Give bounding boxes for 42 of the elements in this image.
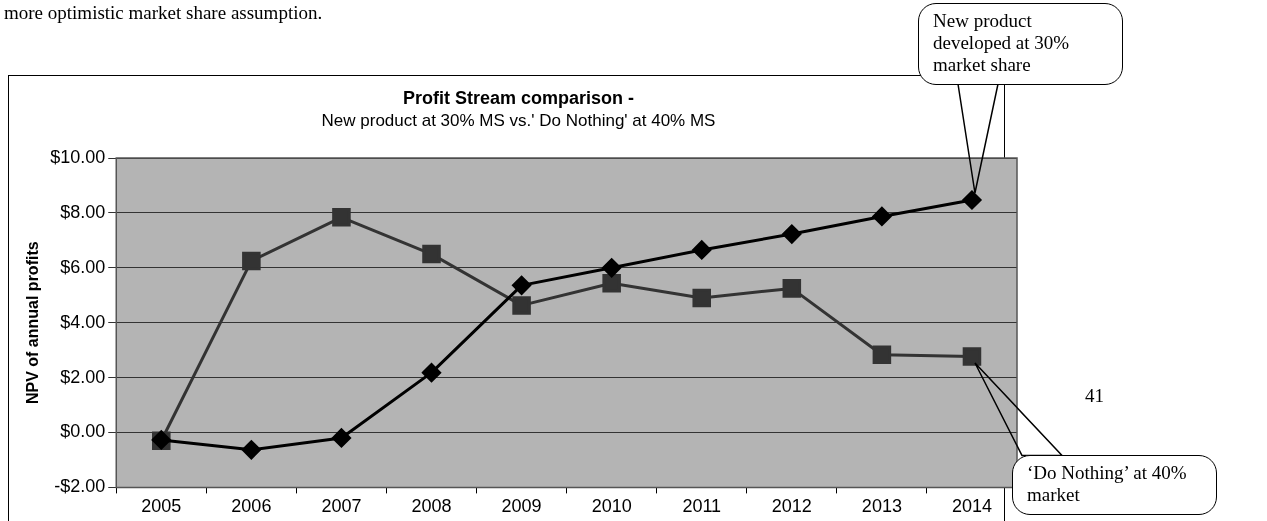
point: [872, 206, 892, 226]
chart-subtitle: New product at 30% MS vs.' Do Nothing' at 40% MS: [321, 111, 716, 131]
x-tick-label: 2005: [141, 496, 182, 517]
y-tick-label: $8.00: [60, 201, 106, 222]
x-tick-label: 2014: [951, 496, 992, 517]
text: more optimistic market share assumption.: [4, 2, 323, 24]
point: [241, 440, 261, 460]
point: [512, 296, 531, 315]
point: [962, 347, 982, 366]
x-tick-label: 2008: [411, 496, 452, 517]
text: 41: [1085, 385, 1104, 407]
point: [602, 258, 622, 278]
point: [512, 275, 532, 295]
chart-title: Profit Stream comparison -: [402, 87, 635, 108]
point: [692, 240, 712, 260]
point: [422, 363, 442, 383]
point: [242, 251, 261, 271]
y-tick-label: $2.00: [60, 366, 106, 387]
text: ‘Do Nothing’ at 40% market: [1012, 455, 1217, 515]
y-tick-label: $4.00: [60, 311, 106, 332]
text: New product developed at 30% market share: [918, 3, 1123, 85]
x-tick-label: 2011: [682, 496, 722, 517]
point: [782, 224, 802, 244]
x-tick-label: 2013: [861, 496, 902, 517]
x-tick-label: 2009: [501, 496, 542, 517]
x-tick-label: 2006: [231, 496, 272, 517]
x-tick-label: 2007: [321, 496, 362, 517]
x-tick-label: 2012: [771, 496, 812, 517]
point: [602, 273, 621, 293]
x-tick-label: 2010: [591, 496, 632, 517]
point: [422, 244, 441, 264]
point: [331, 428, 351, 448]
y-axis-title: NPV of annual profits: [24, 241, 42, 405]
point: [782, 279, 802, 298]
y-tick-label: $0.00: [60, 421, 106, 442]
y-tick-label: $10.00: [50, 146, 106, 167]
point: [692, 288, 712, 308]
point: [962, 190, 982, 210]
y-tick-label: $6.00: [60, 256, 106, 277]
y-tick-label: -$2.00: [54, 476, 106, 497]
point: [332, 208, 351, 227]
point: [872, 345, 892, 365]
